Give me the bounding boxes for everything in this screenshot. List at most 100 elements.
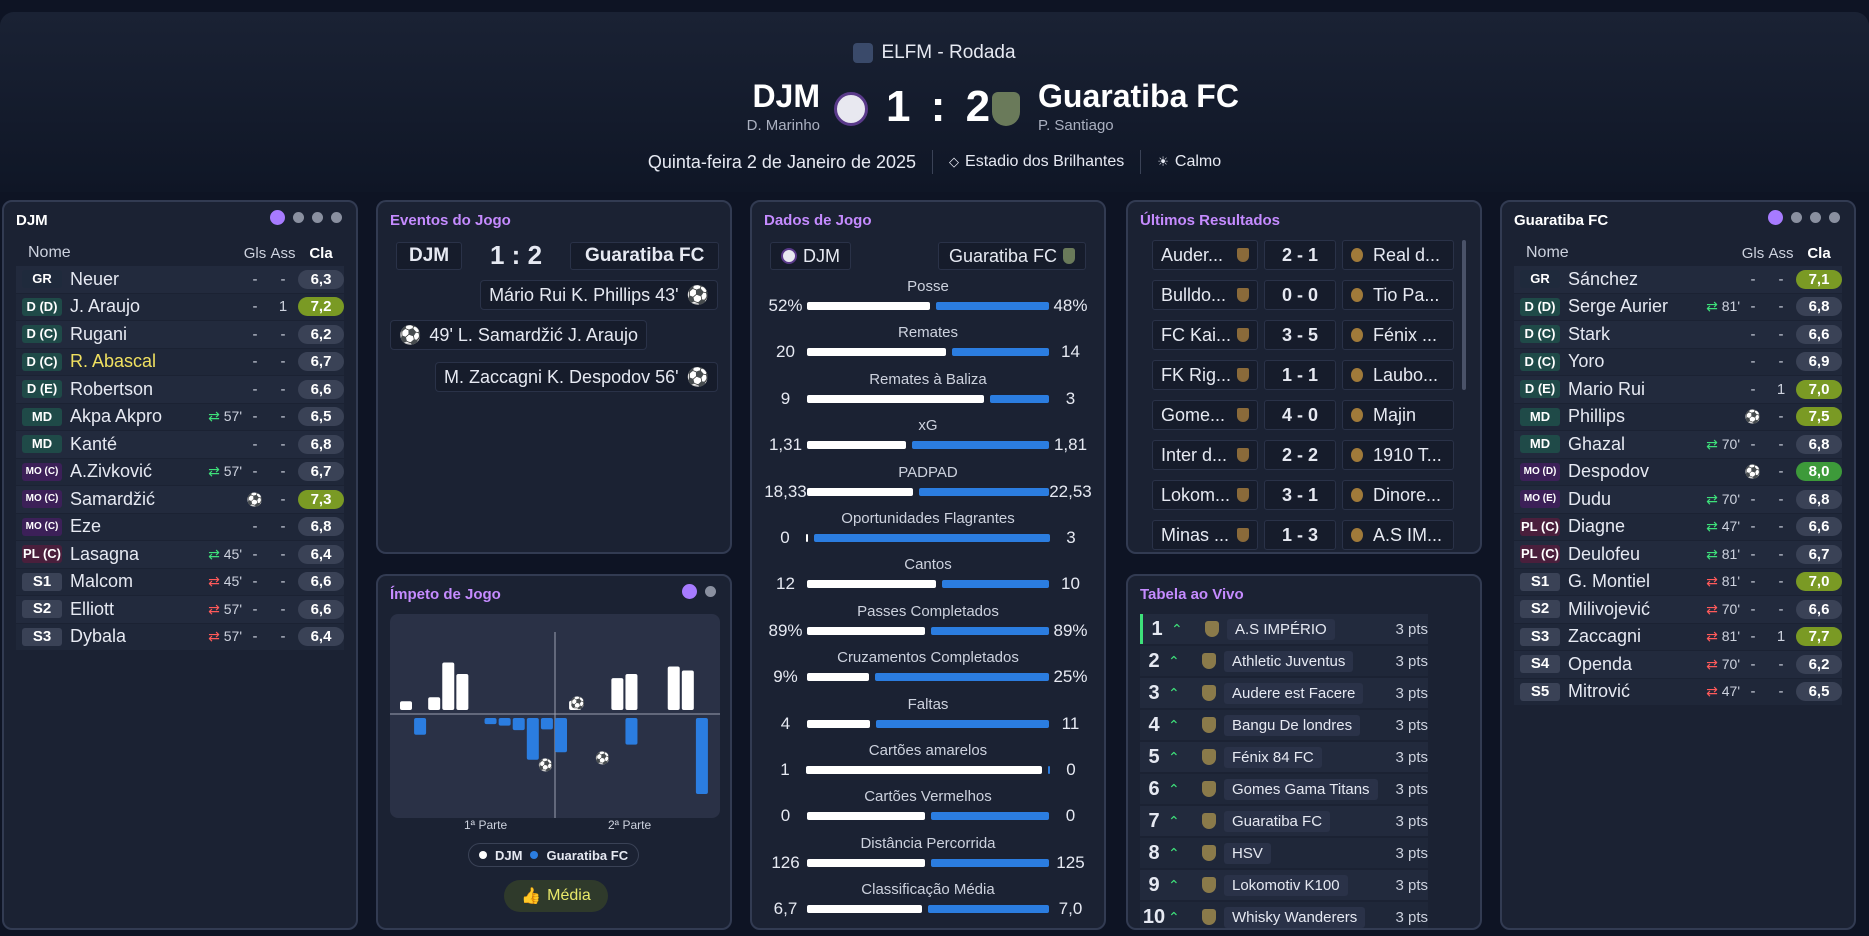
result-away-team[interactable]: Fénix ... <box>1342 320 1454 350</box>
player-name[interactable]: Zaccagni <box>1568 626 1642 647</box>
page-dot[interactable] <box>1810 212 1821 223</box>
player-name[interactable]: Lasagna <box>70 543 140 564</box>
player-row[interactable]: S2 Milivojević ⇄ 70' - -6,6 <box>1514 596 1842 624</box>
page-dot[interactable] <box>705 586 716 597</box>
player-name[interactable]: J. Araujo <box>70 296 141 317</box>
result-score[interactable]: 3 - 5 <box>1264 320 1336 350</box>
player-row[interactable]: MO (E) Dudu ⇄ 70' - -6,8 <box>1514 486 1842 514</box>
result-away-team[interactable]: 1910 T... <box>1342 440 1454 470</box>
player-row[interactable]: D (E) Mario Rui - 1 7,0 <box>1514 376 1842 404</box>
player-name[interactable]: Milivojević <box>1568 598 1651 619</box>
player-row[interactable]: S3 Zaccagni ⇄ 81' - 1 7,7 <box>1514 623 1842 651</box>
player-name[interactable]: Dybala <box>70 626 127 647</box>
player-row[interactable]: D (C) R. Abascal - -6,7 <box>16 348 344 376</box>
table-row[interactable]: 10 ⌃ Whisky Wanderers 3 pts <box>1140 902 1428 928</box>
stadium-name[interactable]: Estadio dos Brilhantes <box>965 153 1125 170</box>
table-row[interactable]: 2 ⌃ Athletic Juventus 3 pts <box>1140 646 1428 676</box>
result-home-team[interactable]: FK Rig... <box>1152 360 1258 390</box>
result-row[interactable]: Inter d... 2 - 2 1910 T... <box>1152 440 1454 470</box>
result-score[interactable]: 4 - 0 <box>1264 400 1336 430</box>
result-row[interactable]: Gome... 4 - 0 Majin <box>1152 400 1454 430</box>
event-row[interactable]: M. Zaccagni K. Despodov 56' ⚽ <box>435 362 718 392</box>
result-home-team[interactable]: Auder... <box>1152 240 1258 270</box>
result-away-team[interactable]: A.S IM... <box>1342 520 1454 550</box>
player-row[interactable]: D (D) J. Araujo - 1 7,2 <box>16 293 344 321</box>
page-dots[interactable] <box>270 210 342 225</box>
result-home-team[interactable]: Bulldo... <box>1152 280 1258 310</box>
scrollbar[interactable] <box>1462 240 1466 390</box>
player-name[interactable]: Mitrović <box>1568 681 1630 702</box>
player-row[interactable]: S1 Malcom ⇄ 45' - -6,6 <box>16 568 344 596</box>
page-dot[interactable] <box>293 212 304 223</box>
player-name[interactable]: Stark <box>1568 323 1611 344</box>
player-name[interactable]: Yoro <box>1568 351 1605 372</box>
player-row[interactable]: MD Akpa Akpro ⇄ 57' - -6,5 <box>16 403 344 431</box>
result-home-team[interactable]: Gome... <box>1152 400 1258 430</box>
result-score[interactable]: 2 - 1 <box>1264 240 1336 270</box>
result-away-team[interactable]: Majin <box>1342 400 1454 430</box>
result-away-team[interactable]: Dinore... <box>1342 480 1454 510</box>
result-score[interactable]: 1 - 3 <box>1264 520 1336 550</box>
home-team-name[interactable]: DJM <box>752 78 820 114</box>
competition[interactable]: ELFM - Rodada <box>0 42 1869 64</box>
player-row[interactable]: MD Ghazal ⇄ 70' - -6,8 <box>1514 431 1842 459</box>
player-row[interactable]: S3 Dybala ⇄ 57' - -6,4 <box>16 623 344 651</box>
result-score[interactable]: 3 - 1 <box>1264 480 1336 510</box>
player-row[interactable]: MD Phillips ⚽ -7,5 <box>1514 403 1842 431</box>
result-row[interactable]: Bulldo... 0 - 0 Tio Pa... <box>1152 280 1454 310</box>
player-row[interactable]: GR Sánchez - -7,1 <box>1514 266 1842 294</box>
player-name[interactable]: Eze <box>70 516 102 537</box>
table-row[interactable]: 1 ⌃ A.S IMPÉRIO 3 pts <box>1140 614 1428 644</box>
page-dot[interactable] <box>682 584 697 599</box>
player-row[interactable]: S5 Mitrović ⇄ 47' - -6,5 <box>1514 678 1842 706</box>
player-name[interactable]: Dudu <box>1568 488 1612 509</box>
result-home-team[interactable]: Lokom... <box>1152 480 1258 510</box>
player-row[interactable]: MD Kanté - -6,8 <box>16 431 344 459</box>
player-name[interactable]: Akpa Akpro <box>70 406 163 427</box>
player-name[interactable]: Deulofeu <box>1568 543 1641 564</box>
result-row[interactable]: Minas ... 1 - 3 A.S IM... <box>1152 520 1454 550</box>
player-row[interactable]: D (E) Robertson - -6,6 <box>16 376 344 404</box>
result-row[interactable]: FK Rig... 1 - 1 Laubo... <box>1152 360 1454 390</box>
player-name[interactable]: Elliott <box>70 598 115 619</box>
result-away-team[interactable]: Real d... <box>1342 240 1454 270</box>
result-home-team[interactable]: Minas ... <box>1152 520 1258 550</box>
player-row[interactable]: MO (D) Despodov ⚽ -8,0 <box>1514 458 1842 486</box>
result-away-team[interactable]: Tio Pa... <box>1342 280 1454 310</box>
player-row[interactable]: D (C) Yoro - -6,9 <box>1514 348 1842 376</box>
player-name[interactable]: Robertson <box>70 378 154 399</box>
table-row[interactable]: 6 ⌃ Gomes Gama Titans 3 pts <box>1140 774 1428 804</box>
player-name[interactable]: Ghazal <box>1568 433 1626 454</box>
player-name[interactable]: Phillips <box>1568 406 1626 427</box>
player-name[interactable]: A.Zivković <box>70 461 153 482</box>
page-dot[interactable] <box>1829 212 1840 223</box>
table-row[interactable]: 4 ⌃ Bangu De londres 3 pts <box>1140 710 1428 740</box>
event-row[interactable]: Mário Rui K. Phillips 43' ⚽ <box>480 280 718 310</box>
player-row[interactable]: MO (C) Eze - -6,8 <box>16 513 344 541</box>
player-row[interactable]: MO (C) Samardžić ⚽ -7,3 <box>16 486 344 514</box>
away-team-name[interactable]: Guaratiba FC <box>1038 78 1239 114</box>
player-row[interactable]: S1 G. Montiel ⇄ 81' - -7,0 <box>1514 568 1842 596</box>
page-dots[interactable] <box>1768 210 1840 225</box>
player-name[interactable]: Neuer <box>70 268 120 289</box>
player-row[interactable]: PL (C) Diagne ⇄ 47' - -6,6 <box>1514 513 1842 541</box>
page-dots[interactable] <box>682 584 716 599</box>
player-name[interactable]: Sánchez <box>1568 268 1639 289</box>
table-row[interactable]: 3 ⌃ Audere est Facere 3 pts <box>1140 678 1428 708</box>
home-team[interactable]: DJM D. Marinho <box>740 78 820 134</box>
player-name[interactable]: Openda <box>1568 653 1633 674</box>
player-row[interactable]: D (D) Serge Aurier ⇄ 81' - -6,8 <box>1514 293 1842 321</box>
event-row[interactable]: ⚽ 49' L. Samardžić J. Araujo <box>390 320 647 350</box>
result-home-team[interactable]: FC Kai... <box>1152 320 1258 350</box>
player-name[interactable]: Kanté <box>70 433 118 454</box>
result-row[interactable]: FC Kai... 3 - 5 Fénix ... <box>1152 320 1454 350</box>
player-name[interactable]: Despodov <box>1568 461 1650 482</box>
player-row[interactable]: D (C) Stark - -6,6 <box>1514 321 1842 349</box>
player-name[interactable]: Samardžić <box>70 488 156 509</box>
table-row[interactable]: 7 ⌃ Guaratiba FC 3 pts <box>1140 806 1428 836</box>
result-score[interactable]: 1 - 1 <box>1264 360 1336 390</box>
result-score[interactable]: 2 - 2 <box>1264 440 1336 470</box>
table-row[interactable]: 9 ⌃ Lokomotiv K100 3 pts <box>1140 870 1428 900</box>
player-row[interactable]: D (C) Rugani - -6,2 <box>16 321 344 349</box>
away-team[interactable]: Guaratiba FC P. Santiago <box>1038 78 1338 134</box>
